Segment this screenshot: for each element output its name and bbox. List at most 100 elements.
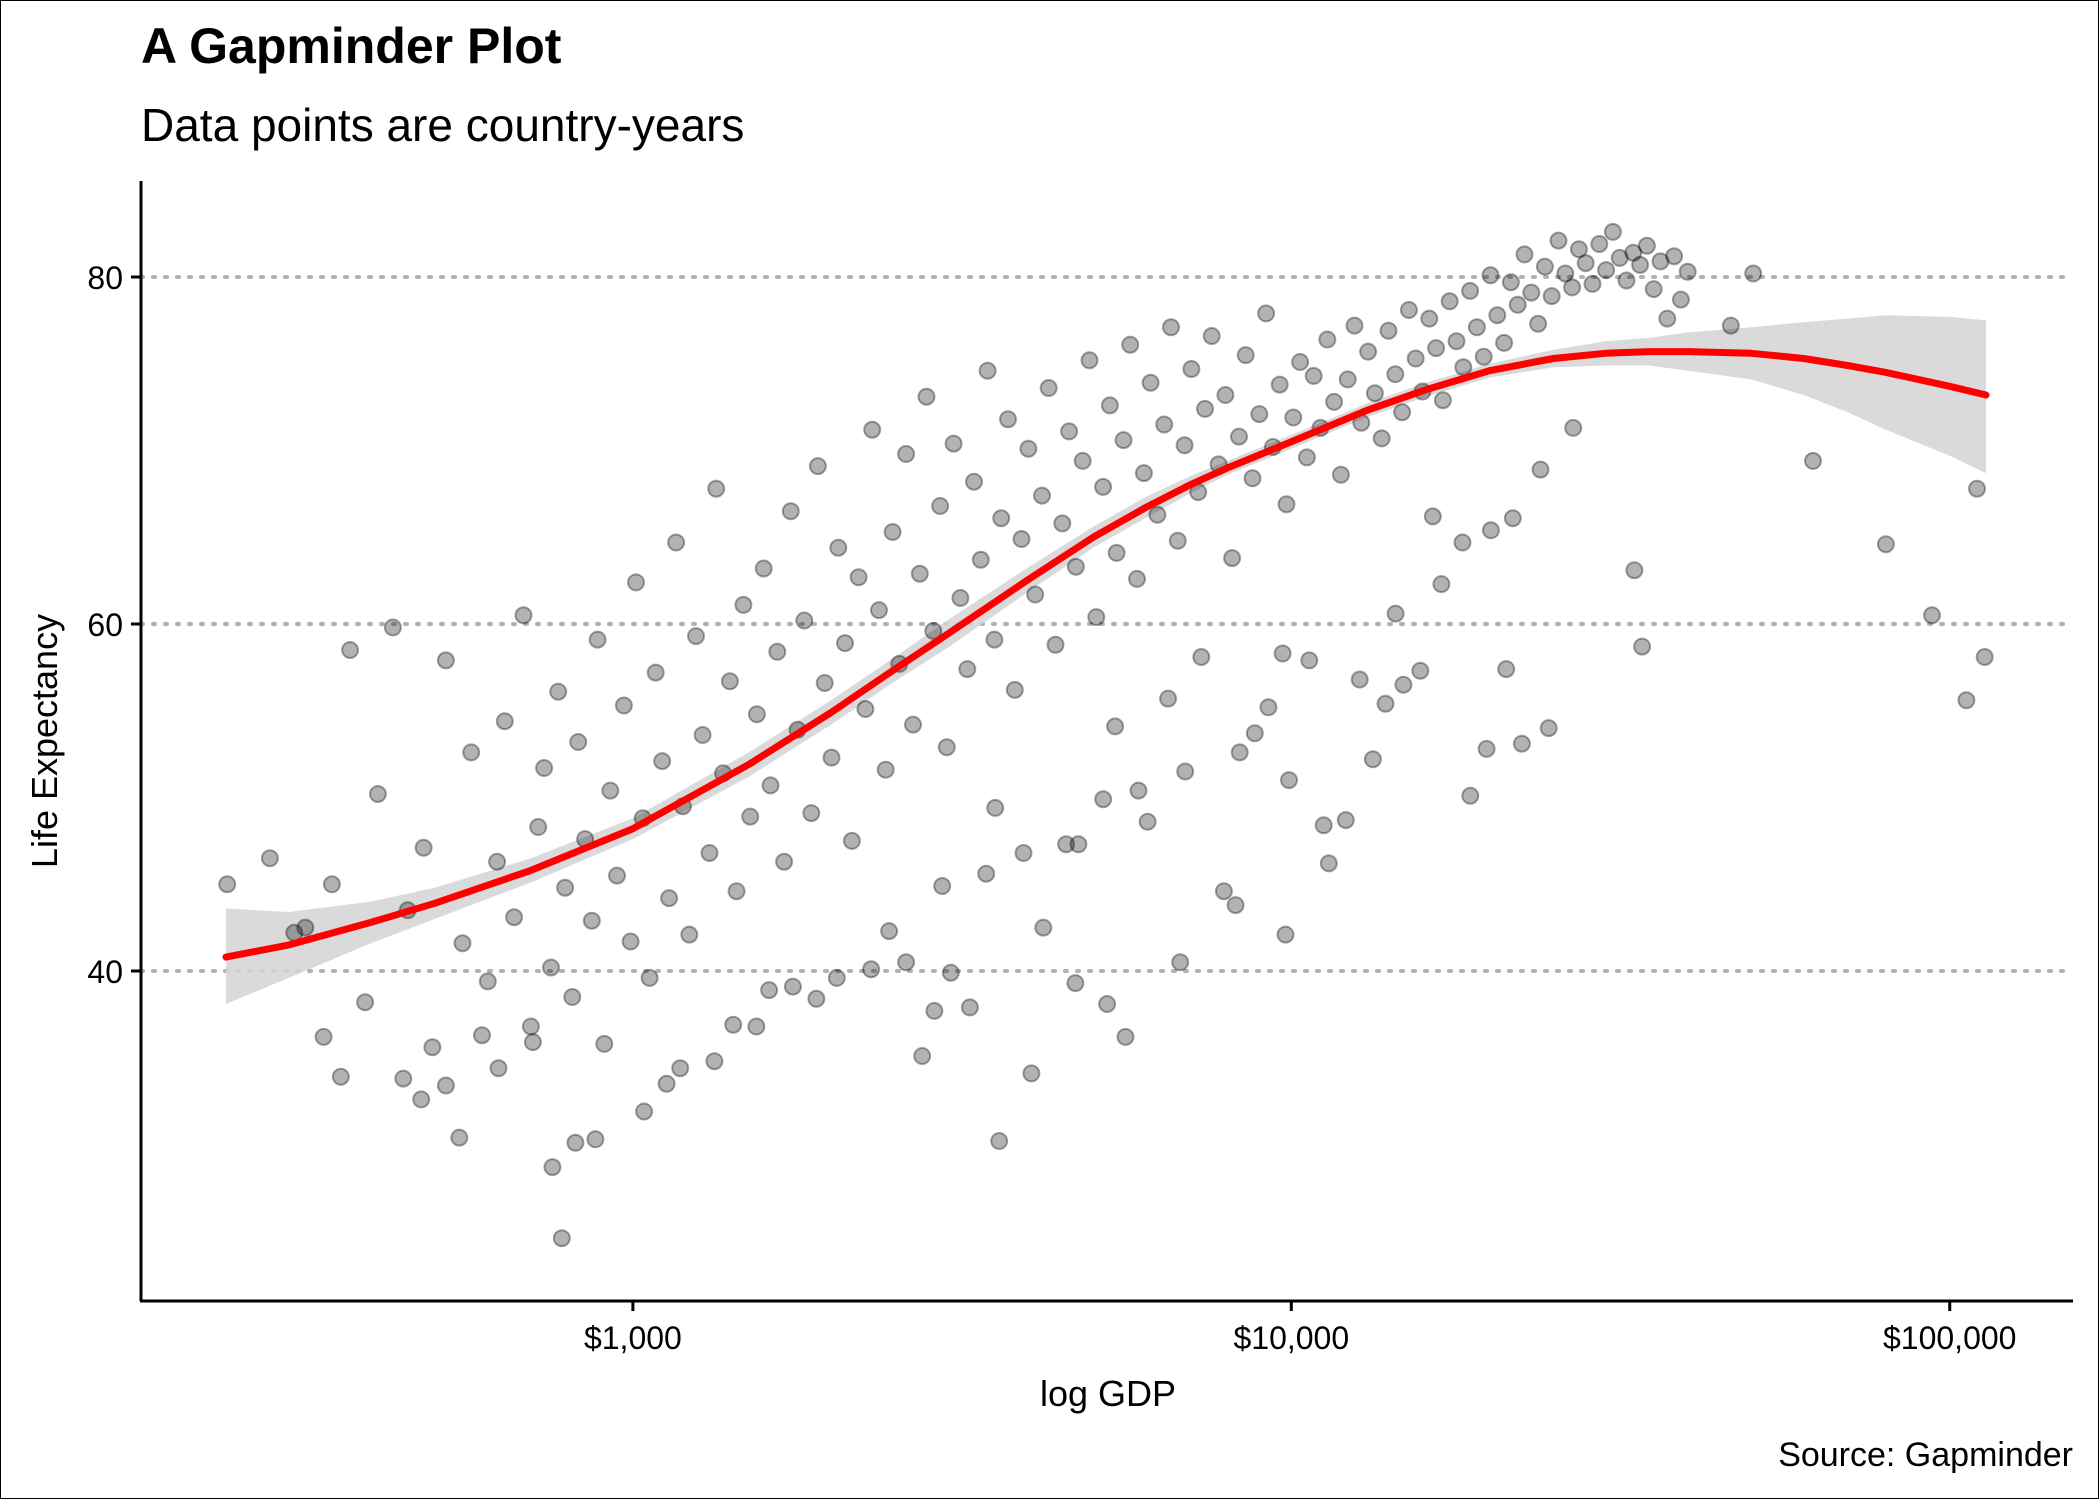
data-point [1399, 301, 1418, 319]
data-point [941, 963, 960, 982]
data-point [1603, 222, 1622, 241]
data-point [1394, 675, 1413, 694]
data-point [1488, 306, 1507, 325]
data-point [1804, 451, 1822, 470]
data-point [653, 752, 672, 771]
data-point [1245, 724, 1264, 743]
data-point [1535, 257, 1554, 276]
data-point [1134, 464, 1153, 483]
confidence-band-group [226, 315, 1986, 1004]
data-point [754, 559, 773, 578]
data-point [1481, 266, 1500, 285]
data-point [1393, 403, 1412, 422]
data-point [614, 696, 633, 715]
data-point [356, 993, 375, 1012]
data-point [383, 618, 402, 637]
data-point [931, 497, 950, 515]
data-point [705, 1052, 724, 1071]
data-point [977, 864, 996, 883]
data-point [842, 831, 861, 850]
data-point [1461, 786, 1480, 805]
data-point [1501, 273, 1520, 292]
data-point [1304, 366, 1323, 385]
data-point [727, 882, 746, 901]
data-point [937, 738, 956, 757]
data-point [870, 601, 888, 620]
data-point [1576, 254, 1595, 273]
data-point [747, 705, 766, 724]
data-point [1192, 648, 1211, 666]
data-point [863, 420, 882, 439]
data-point [1678, 262, 1697, 281]
data-point [1094, 477, 1113, 496]
data-point [1325, 392, 1344, 411]
data-point [1512, 734, 1531, 753]
chart-subtitle: Data points are country-years [141, 99, 744, 151]
data-point [1644, 280, 1663, 299]
data-point [1495, 333, 1514, 352]
data-point [1365, 384, 1384, 403]
data-point [1214, 882, 1233, 901]
data-point [1073, 451, 1092, 470]
data-point [1372, 429, 1391, 448]
data-point [1420, 309, 1439, 328]
data-point [1176, 762, 1195, 781]
data-point [1319, 854, 1338, 873]
data-point [563, 988, 582, 1006]
x-tick-label: $10,000 [1233, 1320, 1349, 1356]
smooth-line [222, 348, 1990, 961]
data-point [1106, 717, 1125, 736]
data-point [1454, 358, 1473, 377]
data-point [1069, 835, 1088, 854]
data-point [990, 1132, 1009, 1150]
data-point [944, 434, 963, 453]
x-axis-ticks: $1,000 $10,000 $100,000 [584, 1301, 2016, 1356]
data-point [368, 785, 387, 803]
data-point [808, 457, 827, 476]
data-point [1331, 465, 1350, 484]
data-point [436, 1076, 455, 1095]
x-axis-title: log GDP [1040, 1373, 1176, 1414]
data-point [1276, 925, 1295, 944]
data-point [671, 1059, 690, 1078]
data-point [1336, 811, 1355, 830]
data-point [1053, 514, 1072, 533]
data-point [1350, 670, 1369, 689]
data-point [1155, 415, 1174, 434]
data-point [720, 672, 739, 691]
data-point [992, 509, 1011, 528]
data-point [601, 781, 620, 800]
data-point [1100, 396, 1119, 415]
data-point [822, 748, 841, 767]
data-point [1230, 427, 1248, 446]
data-point [1094, 790, 1113, 809]
data-point [556, 878, 575, 897]
data-point [958, 660, 977, 679]
data-point [1542, 287, 1561, 306]
data-point [849, 568, 868, 587]
data-point [775, 852, 794, 871]
data-point [883, 523, 902, 541]
data-point [322, 875, 341, 894]
data-point [1236, 346, 1255, 365]
data-point [1359, 342, 1378, 361]
data-point [588, 630, 607, 649]
data-point [747, 1017, 766, 1036]
data-point [1129, 781, 1148, 800]
data-point [1141, 373, 1160, 392]
data-point [488, 852, 507, 871]
data-point [1046, 635, 1065, 654]
data-point [1631, 255, 1650, 274]
data-point [586, 1130, 605, 1149]
data-point [1098, 995, 1117, 1013]
data-point [971, 550, 990, 569]
data-point [314, 1027, 333, 1046]
data-point [462, 743, 481, 762]
data-point [1564, 418, 1583, 437]
data-point [1148, 505, 1167, 524]
data-point [1529, 314, 1548, 333]
data-point [933, 877, 952, 895]
data-point [1297, 448, 1316, 467]
